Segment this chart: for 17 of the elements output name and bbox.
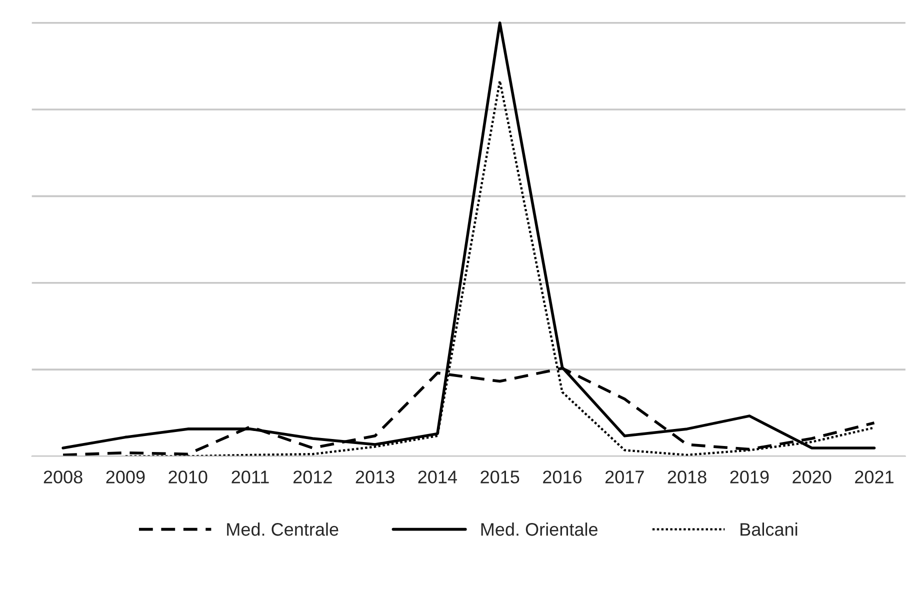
- x-tick-label: 2019: [730, 470, 769, 484]
- x-tick-label: 2020: [792, 470, 832, 484]
- legend-label: Med. Orientale: [481, 522, 598, 536]
- x-tick-label: 2009: [106, 470, 145, 484]
- legend-label: Balcani: [740, 522, 798, 536]
- x-tick-label: 2017: [605, 470, 644, 484]
- x-tick-label: 2011: [232, 470, 269, 484]
- x-tick-label: 2018: [668, 470, 706, 484]
- x-tick-label: 2015: [480, 470, 520, 484]
- x-tick-label: 2008: [44, 470, 82, 484]
- x-tick-label: 2021: [855, 470, 894, 484]
- x-tick-label: 2010: [168, 470, 208, 484]
- x-tick-label: 2013: [356, 470, 394, 484]
- x-tick-label: 2014: [418, 470, 458, 484]
- x-tick-label: 2012: [293, 470, 332, 484]
- legend-label: Med. Centrale: [227, 522, 338, 536]
- x-tick-label: 2016: [543, 470, 582, 484]
